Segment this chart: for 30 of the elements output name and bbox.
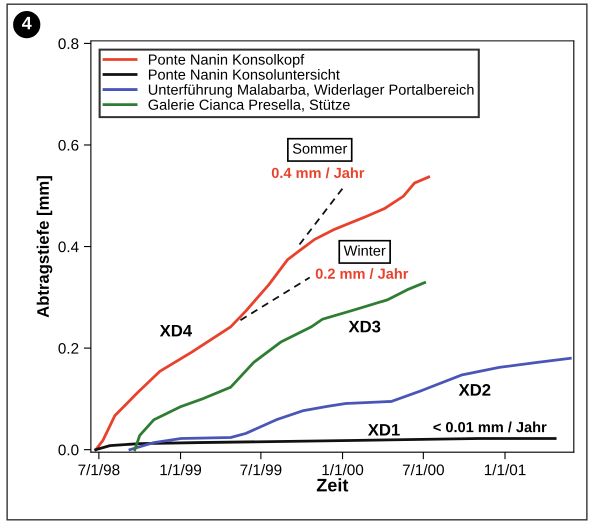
- y-tick-label: 0.6: [58, 140, 78, 151]
- y-tick-label: 0.8: [58, 38, 78, 50]
- legend-label: Unterführung Malabarba, Widerlager Portalbereich: [148, 84, 474, 98]
- x-tick-label: 1/1/00: [322, 464, 364, 476]
- x-axis-title: Zeit: [316, 478, 348, 492]
- y-tick-label: 0.0: [58, 444, 78, 456]
- line-series: [94, 437, 557, 452]
- x-tick-label: 1/1/01: [484, 464, 526, 476]
- annotation: Sommer: [292, 143, 348, 154]
- x-tick-label: 1/1/99: [160, 464, 202, 476]
- annotation: XD2: [458, 384, 490, 396]
- annotation: < 0.01 mm / Jahr: [433, 422, 547, 432]
- annotation: Winter: [344, 245, 386, 256]
- annotation: 0.4 mm / Jahr: [272, 167, 364, 178]
- legend-label: Ponte Nanin Konsoluntersicht: [148, 69, 340, 80]
- y-tick-label: 0.2: [58, 342, 78, 354]
- x-tick-label: 7/1/00: [402, 464, 444, 476]
- legend-label: Galerie Cianca Presella, Stütze: [148, 99, 350, 112]
- line-series: [128, 356, 572, 452]
- annotation: XD4: [160, 324, 192, 336]
- y-axis-title: Abtragstiefe [mm]: [36, 176, 52, 318]
- line-series: [133, 281, 426, 452]
- x-tick-label: 7/1/99: [240, 464, 282, 476]
- annotation: 0.2 mm / Jahr: [316, 268, 408, 279]
- text: 4: [22, 16, 32, 30]
- annotation: XD1: [368, 424, 400, 436]
- legend-label: Ponte Nanin Konsolkopf: [148, 54, 304, 68]
- annotation: XD3: [348, 320, 380, 332]
- x-tick-label: 7/1/98: [78, 464, 120, 476]
- y-tick-label: 0.4: [58, 241, 79, 252]
